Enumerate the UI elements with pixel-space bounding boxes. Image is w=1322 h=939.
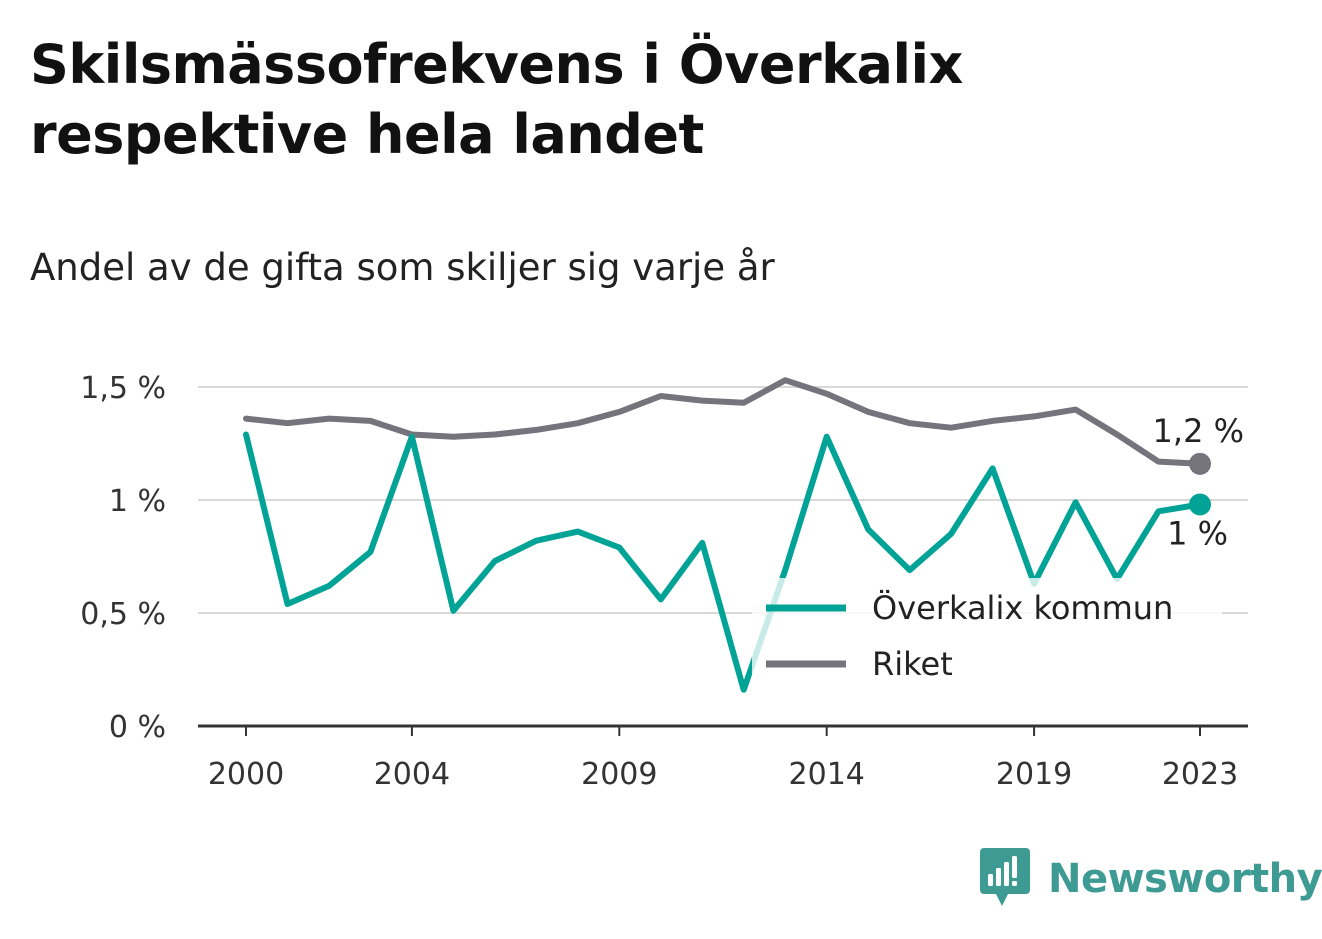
x-tick-label: 2000: [208, 757, 284, 792]
series-line-overkalix: [243, 431, 1203, 693]
y-tick-label: 1,5 %: [80, 371, 166, 406]
x-axis: 2000 2004 2009 2014 2019 2023: [198, 724, 1248, 792]
legend-label: Riket: [872, 645, 953, 683]
x-tick-label: 2004: [374, 757, 450, 792]
legend-label: Överkalix kommun: [872, 589, 1173, 627]
end-label-riket: 1,2 %: [1153, 412, 1244, 450]
newsworthy-logo-icon: [980, 848, 1030, 906]
brand-name: Newsworthy: [1048, 856, 1322, 902]
end-point-riket: [1189, 452, 1211, 475]
legend-background: [752, 578, 1222, 696]
y-tick-label: 1 %: [109, 484, 166, 519]
newsworthy-logo: Newsworthy: [980, 848, 1322, 910]
y-axis-ticks: 0 % 0,5 % 1 % 1,5 %: [80, 371, 166, 745]
series-lines: [243, 377, 1211, 693]
series-line-riket: [243, 377, 1203, 467]
end-labels: 1,2 % 1 %: [1153, 412, 1244, 553]
y-tick-label: 0 %: [109, 710, 166, 745]
x-tick-label: 2014: [789, 757, 865, 792]
end-label-overkalix: 1 %: [1167, 515, 1228, 553]
chart-title: Skilsmässofrekvens i Överkalix respektiv…: [30, 33, 963, 166]
y-tick-label: 0,5 %: [80, 597, 166, 632]
x-tick-label: 2009: [581, 757, 657, 792]
x-tick-label: 2019: [996, 757, 1072, 792]
legend: Överkalix kommun Riket: [752, 578, 1222, 696]
chart-subtitle: Andel av de gifta som skiljer sig varje …: [30, 246, 775, 289]
end-point-overkalix: [1189, 493, 1211, 516]
x-tick-label: 2023: [1162, 757, 1238, 792]
